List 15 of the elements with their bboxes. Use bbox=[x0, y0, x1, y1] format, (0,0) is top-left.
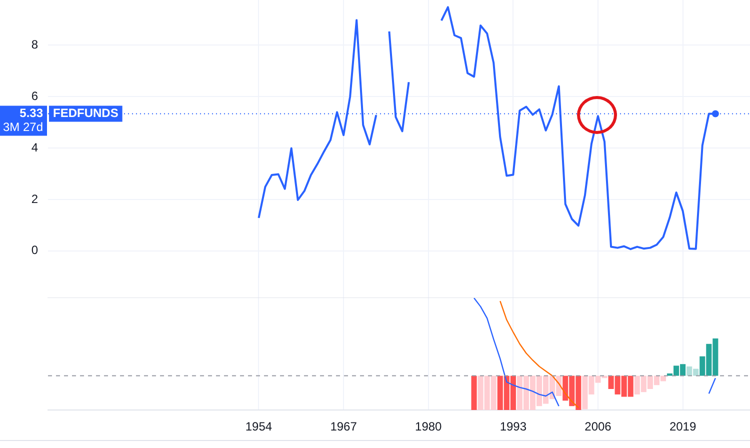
text: FEDFUNDS bbox=[53, 106, 118, 120]
x-tick-label: 2006 bbox=[584, 420, 612, 434]
y-tick-label: 0 bbox=[31, 243, 38, 258]
x-tick-label: 1954 bbox=[245, 420, 272, 434]
y-tick-label: 4 bbox=[31, 140, 38, 154]
bar bbox=[471, 376, 477, 410]
y-tick-label: 6 bbox=[31, 88, 38, 103]
y-tick-label: 2 bbox=[31, 192, 38, 206]
text: 3M 27d bbox=[2, 120, 43, 134]
x-tick-label: 1967 bbox=[330, 420, 358, 434]
x-tick-label: 1980 bbox=[415, 420, 442, 434]
y-tick-label: 8 bbox=[31, 37, 38, 52]
x-tick-label: 1993 bbox=[500, 420, 527, 434]
ref-line-label: 5.33 bbox=[20, 106, 44, 120]
x-tick-label: 2019 bbox=[669, 420, 696, 434]
